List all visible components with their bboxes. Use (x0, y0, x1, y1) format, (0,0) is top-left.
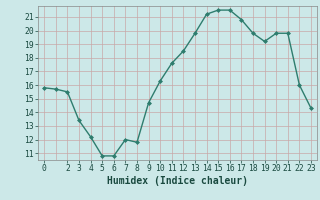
X-axis label: Humidex (Indice chaleur): Humidex (Indice chaleur) (107, 176, 248, 186)
